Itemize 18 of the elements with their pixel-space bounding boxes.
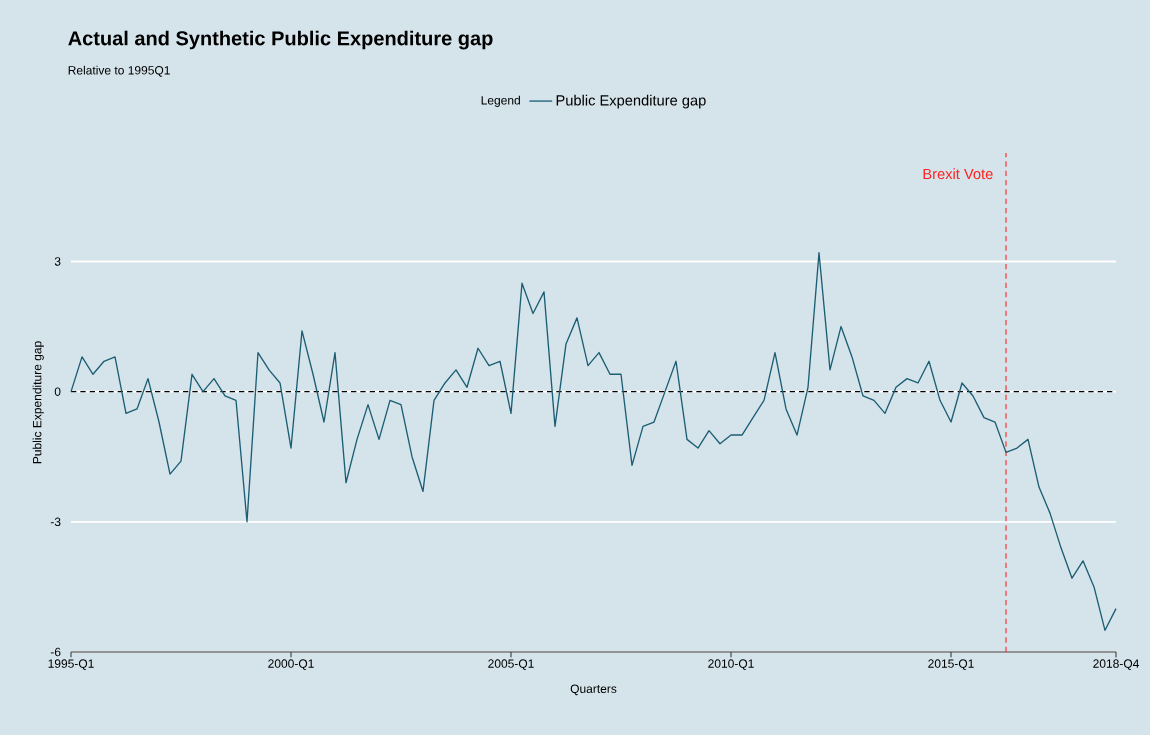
ref-line-label: Brexit Vote	[923, 168, 993, 180]
legend-label: Public Expenditure gap	[556, 94, 706, 109]
legend-title: Legend	[481, 95, 520, 107]
x-axis-title: Quarters	[570, 684, 617, 696]
chart-subtitle: Relative to 1995Q1	[68, 65, 170, 77]
x-tick-label: 1995-Q1	[48, 659, 94, 670]
y-tick-label: -3	[50, 517, 61, 527]
x-tick-label: 2005-Q1	[488, 659, 534, 670]
x-tick-label: 2010-Q1	[708, 659, 754, 670]
x-tick-label: 2015-Q1	[928, 659, 974, 670]
line-series	[70, 252, 1117, 631]
chart-title: Actual and Synthetic Public Expenditure gap	[68, 30, 493, 50]
x-tick-label: 2018-Q4	[1093, 659, 1139, 670]
y-tick-label: 0	[54, 387, 61, 396]
y-axis-title: Public Expenditure gap	[32, 341, 44, 464]
y-tick-label: -6	[50, 647, 61, 657]
y-tick-label: 3	[54, 257, 61, 266]
x-tick-label: 2000-Q1	[268, 659, 314, 670]
